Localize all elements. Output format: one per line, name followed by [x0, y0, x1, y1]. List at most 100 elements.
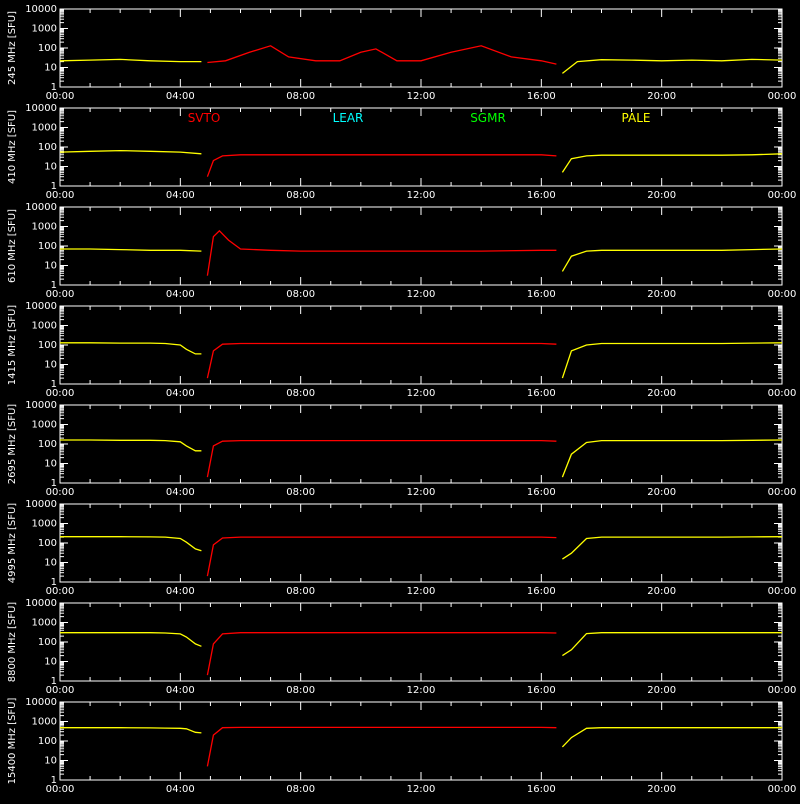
x-tick-label: 00:00 — [46, 586, 75, 597]
y-tick-label: 1 — [51, 280, 57, 291]
y-tick-label: 10000 — [25, 103, 57, 114]
plot-frame — [59, 305, 783, 385]
x-tick-label: 16:00 — [527, 784, 556, 795]
y-tick-label: 1 — [51, 379, 57, 390]
y-tick-label: 10 — [44, 756, 57, 767]
flux-series-line — [206, 229, 557, 276]
x-tick-label: 08:00 — [286, 289, 315, 300]
x-tick-label: 20:00 — [647, 289, 676, 300]
flux-panel: 1 10 100 1000 10000 00:00 04:00 08:00 12:00 16:00… — [7, 4, 796, 102]
y-tick-label: 100 — [38, 439, 57, 450]
x-tick-label: 08:00 — [286, 190, 315, 201]
flux-series-line — [561, 342, 783, 379]
flux-panel: 1 10 100 1000 10000 00:00 04:00 08:00 12:00 16:00… — [7, 499, 796, 597]
station-legend-label: LEAR — [333, 111, 364, 125]
flux-series-line — [207, 45, 557, 65]
flux-series-line — [206, 726, 557, 767]
x-tick-label: 20:00 — [647, 784, 676, 795]
y-tick-label: 10000 — [25, 301, 57, 312]
y-tick-label: 10 — [44, 657, 57, 668]
x-tick-label: 00:00 — [768, 289, 797, 300]
y-tick-label: 1000 — [32, 222, 57, 233]
flux-series-line — [206, 632, 557, 676]
x-tick-label: 04:00 — [166, 586, 195, 597]
plot-frame — [59, 206, 783, 286]
y-tick-label: 100 — [38, 43, 57, 54]
flux-series-line — [60, 342, 202, 355]
x-tick-label: 00:00 — [46, 784, 75, 795]
y-tick-label: 10000 — [25, 697, 57, 708]
plot-frame — [59, 8, 783, 88]
flux-series-line — [561, 727, 782, 748]
x-tick-label: 16:00 — [527, 91, 556, 102]
flux-series-line — [59, 149, 202, 155]
x-tick-label: 00:00 — [768, 685, 797, 696]
y-tick-label: 10000 — [25, 598, 57, 609]
x-tick-label: 16:00 — [527, 685, 556, 696]
y-tick-label: 10000 — [25, 499, 57, 510]
x-tick-label: 04:00 — [166, 388, 195, 399]
flux-series-line — [206, 536, 557, 577]
y-tick-label: 1 — [51, 82, 57, 93]
x-tick-label: 08:00 — [286, 487, 315, 498]
y-axis-label: 410 MHz [SFU] — [7, 110, 18, 184]
x-tick-label: 04:00 — [166, 91, 195, 102]
x-tick-label: 20:00 — [647, 388, 676, 399]
plot-frame — [59, 503, 783, 583]
x-tick-label: 12:00 — [407, 784, 436, 795]
x-tick-label: 08:00 — [286, 784, 315, 795]
y-tick-label: 10000 — [25, 202, 57, 213]
x-tick-label: 08:00 — [286, 388, 315, 399]
y-tick-label: 1 — [51, 478, 57, 489]
y-tick-label: 1000 — [32, 519, 57, 530]
y-tick-label: 10000 — [25, 4, 57, 15]
y-tick-label: 1000 — [32, 717, 57, 728]
flux-series-line — [562, 632, 782, 657]
flux-panel: 1 10 100 1000 10000 00:00 04:00 08:00 12:00 16:00… — [7, 301, 796, 399]
flux-panel: 1 10 100 1000 10000 00:00 04:00 08:00 12:00 16:00… — [7, 598, 796, 696]
y-axis-label: 1415 MHz [SFU] — [7, 305, 18, 386]
x-tick-label: 08:00 — [286, 91, 315, 102]
flux-series-line — [561, 153, 783, 173]
x-tick-label: 20:00 — [647, 487, 676, 498]
y-tick-label: 1000 — [32, 420, 57, 431]
x-tick-label: 16:00 — [527, 487, 556, 498]
y-tick-label: 100 — [38, 637, 57, 648]
flux-panel: 1 10 100 1000 10000 00:00 04:00 08:00 12:00 16:00… — [7, 697, 796, 795]
flux-panel: 1 10 100 1000 10000 00:00 04:00 08:00 12:00 16:00… — [7, 202, 796, 300]
x-tick-label: 04:00 — [166, 190, 195, 201]
x-tick-label: 12:00 — [407, 388, 436, 399]
x-tick-label: 00:00 — [46, 289, 75, 300]
flux-panel: 1 10 100 1000 10000 00:00 04:00 08:00 12:00 16:00… — [7, 103, 796, 201]
x-tick-label: 00:00 — [768, 91, 797, 102]
y-tick-label: 100 — [38, 142, 57, 153]
y-tick-label: 1 — [51, 181, 57, 192]
flux-series-line — [60, 248, 202, 252]
x-tick-label: 12:00 — [407, 685, 436, 696]
y-tick-label: 100 — [38, 340, 57, 351]
flux-series-line — [561, 248, 783, 272]
x-tick-label: 00:00 — [768, 586, 797, 597]
flux-panel: 1 10 100 1000 10000 00:00 04:00 08:00 12:00 16:00… — [7, 400, 796, 498]
x-tick-label: 12:00 — [407, 91, 436, 102]
y-axis-label: 4995 MHz [SFU] — [7, 503, 18, 584]
y-tick-label: 1 — [51, 676, 57, 687]
flux-series-line — [60, 536, 202, 552]
x-tick-label: 12:00 — [407, 487, 436, 498]
y-tick-label: 1 — [51, 577, 57, 588]
y-tick-label: 100 — [38, 736, 57, 747]
x-tick-label: 12:00 — [407, 289, 436, 300]
y-tick-label: 10 — [44, 360, 57, 371]
y-tick-label: 10 — [44, 261, 57, 272]
station-legend-label: SVTO — [188, 111, 221, 125]
flux-series-line — [562, 536, 783, 560]
plot-frame — [59, 404, 783, 484]
x-tick-label: 00:00 — [46, 190, 75, 201]
y-tick-label: 1000 — [32, 123, 57, 134]
x-tick-label: 16:00 — [527, 289, 556, 300]
x-tick-label: 00:00 — [46, 487, 75, 498]
x-tick-label: 16:00 — [527, 388, 556, 399]
y-axis-label: 15400 MHz [SFU] — [7, 698, 18, 785]
